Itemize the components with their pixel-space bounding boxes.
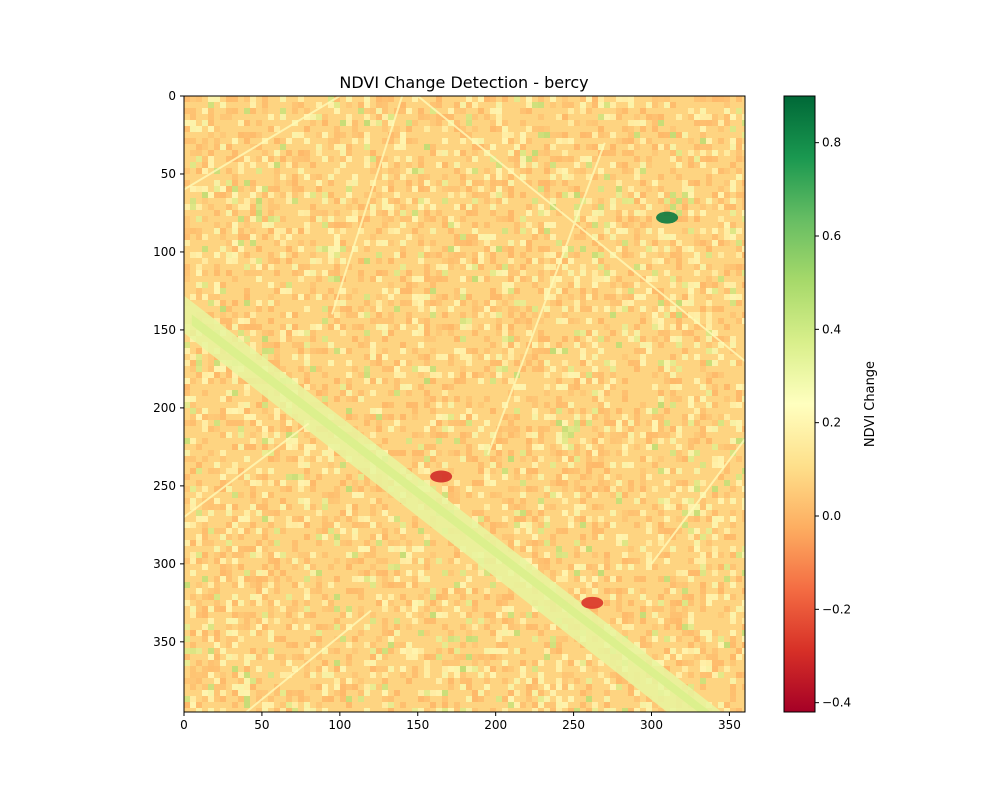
y-tick-label: 300 <box>153 557 176 571</box>
heatmap-street-lines <box>184 96 745 712</box>
feature-river-center <box>191 314 711 712</box>
y-tick-label: 350 <box>153 635 176 649</box>
y-tick-label: 100 <box>153 245 176 259</box>
x-tick-label: 300 <box>640 718 663 732</box>
feature-red-spot-lower <box>581 596 604 609</box>
y-axis: 0 50 100 150 200 250 300 350 <box>153 89 184 649</box>
x-tick-label: 350 <box>718 718 741 732</box>
heatmap-texture <box>184 96 745 712</box>
y-tick-label: 250 <box>153 479 176 493</box>
y-tick-label: 0 <box>168 89 176 103</box>
heatmap-image <box>184 96 745 712</box>
plot-frame <box>183 95 746 713</box>
colorbar-tick-label: 0.2 <box>822 416 841 430</box>
y-tick-label: 200 <box>153 401 176 415</box>
x-tick-label: 250 <box>562 718 585 732</box>
y-tick-label: 150 <box>153 323 176 337</box>
feature-green-spot-upper-right <box>656 211 679 224</box>
colorbar-label: NDVI Change <box>863 361 878 447</box>
chart-title: NDVI Change Detection - bercy <box>339 73 588 92</box>
x-tick-label: 0 <box>180 718 188 732</box>
x-axis: 0 50 100 150 200 250 300 350 <box>180 712 741 732</box>
feature-red-spot-center <box>430 470 453 483</box>
colorbar-tick-label: 0.6 <box>822 229 841 243</box>
colorbar-tick-label: 0.0 <box>822 509 841 523</box>
x-tick-label: 50 <box>254 718 269 732</box>
y-tick-label: 50 <box>161 167 176 181</box>
colorbar-tick-label: −0.4 <box>822 696 851 710</box>
x-tick-label: 200 <box>484 718 507 732</box>
x-tick-label: 150 <box>406 718 429 732</box>
colorbar-tick-label: −0.2 <box>822 602 851 616</box>
colorbar-tick-label: 0.8 <box>822 136 841 150</box>
colorbar-axis: −0.4 −0.2 0.0 0.2 0.4 0.6 0.8 <box>815 136 851 710</box>
colorbar-tick-label: 0.4 <box>822 322 841 336</box>
x-tick-label: 100 <box>328 718 351 732</box>
colorbar <box>783 95 816 713</box>
